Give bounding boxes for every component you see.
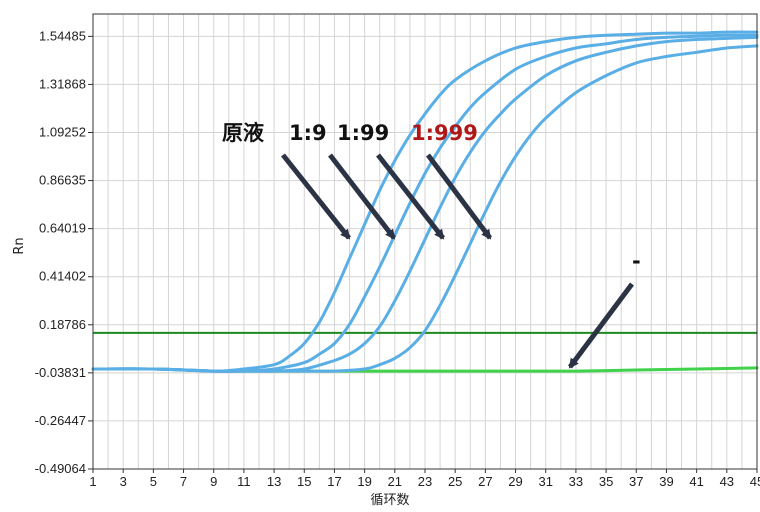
x-tick-label: 25 — [448, 474, 462, 489]
annotation-label-1-999: 1:999 — [411, 121, 478, 145]
y-tick-label: 0.86635 — [39, 173, 86, 188]
x-tick-label: 23 — [418, 474, 432, 489]
x-tick-label: 15 — [297, 474, 311, 489]
x-tick-label: 39 — [659, 474, 673, 489]
arrow-negative — [567, 282, 635, 369]
x-tick-label: 31 — [538, 474, 552, 489]
arrow-1-99 — [376, 153, 445, 240]
x-tick-label: 29 — [508, 474, 522, 489]
y-tick-label: 1.54485 — [39, 28, 86, 43]
annotation-label-stock: 原液 — [222, 121, 264, 145]
series-line-1-999 — [91, 44, 759, 373]
x-tick-label: 41 — [689, 474, 703, 489]
x-tick-label: 7 — [180, 474, 187, 489]
x-tick-label: 1 — [89, 474, 96, 489]
x-tick-label: 45 — [750, 474, 760, 489]
x-tick-label: 21 — [388, 474, 402, 489]
series-line-1-9 — [91, 33, 759, 373]
arrow-stock — [281, 153, 351, 240]
y-tick-label: 0.18786 — [39, 317, 86, 332]
y-tick-label: -0.26447 — [35, 413, 86, 428]
x-tick-label: 19 — [357, 474, 371, 489]
y-tick-label: 1.31868 — [39, 76, 86, 91]
y-tick-label: 1.09252 — [39, 124, 86, 139]
x-tick-label: 37 — [629, 474, 643, 489]
x-tick-label: 43 — [720, 474, 734, 489]
annotation-label-1-99: 1:99 — [337, 121, 389, 145]
x-tick-label: 9 — [210, 474, 217, 489]
y-axis-title: Rn — [12, 237, 27, 254]
y-tick-label: -0.03831 — [35, 365, 86, 380]
y-tick-label: -0.49064 — [35, 461, 86, 476]
x-tick-label: 5 — [150, 474, 157, 489]
x-tick-label: 13 — [267, 474, 281, 489]
x-tick-label: 3 — [120, 474, 127, 489]
x-tick-label: 27 — [478, 474, 492, 489]
series-line-stock — [91, 30, 759, 373]
y-tick-label: 0.41402 — [39, 269, 86, 284]
x-tick-label: 17 — [327, 474, 341, 489]
arrow-1-9 — [328, 153, 396, 240]
x-tick-label: 33 — [569, 474, 583, 489]
x-tick-label: 11 — [237, 474, 251, 489]
x-axis-title: 循环数 — [370, 493, 409, 508]
x-tick-label: 35 — [599, 474, 613, 489]
annotation-label-negative: - — [632, 249, 641, 273]
arrow-1-999 — [425, 153, 493, 240]
y-tick-label: 0.64019 — [39, 221, 86, 236]
annotation-label-1-9: 1:9 — [289, 121, 327, 145]
